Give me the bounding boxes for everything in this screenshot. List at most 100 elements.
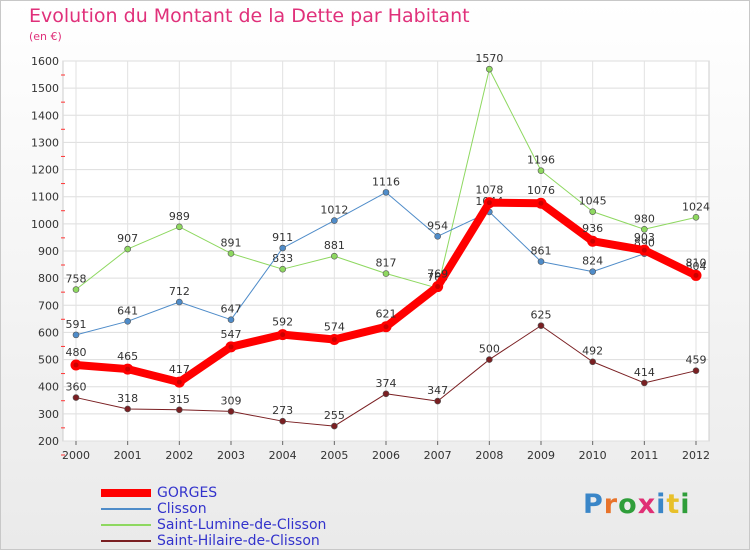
data-point-gorges [432,281,444,293]
data-label-clisson: 824 [582,255,603,268]
data-point-clisson [176,298,183,306]
data-point-clisson [434,233,441,240]
proxiti-logo: Proxiti [583,489,691,520]
x-tick-label: 2005 [320,449,348,462]
y-tick-label: 1100 [31,191,59,204]
data-label-saint-lumine-de-clisson: 980 [634,212,655,225]
x-tick-label: 2010 [579,449,607,462]
data-point-clisson [589,268,596,275]
y-tick-label: 1200 [31,164,59,177]
data-point-saint-hilaire-de-clisson [589,358,596,366]
legend-label: Saint-Lumine-de-Clisson [157,517,327,533]
data-label-gorges: 769 [427,268,448,281]
data-point-saint-hilaire-de-clisson [434,397,441,405]
y-tick-label: 1400 [31,109,59,122]
data-point-gorges [225,341,237,353]
data-point-gorges [535,197,547,209]
data-point-clisson [537,258,545,265]
data-point-gorges [638,244,650,256]
data-label-saint-hilaire-de-clisson: 360 [66,381,87,394]
y-tick-label: 1000 [31,218,59,231]
data-point-saint-lumine-de-clisson [72,286,80,293]
data-label-clisson: 1012 [320,204,348,217]
x-tick-label: 2012 [682,449,710,462]
legend-item-clisson: Clisson [101,501,326,517]
legend-item-saint-lumine-de-clisson: Saint-Lumine-de-Clisson [101,517,326,533]
data-point-saint-lumine-de-clisson [331,252,338,260]
data-point-saint-hilaire-de-clisson [176,406,183,414]
data-point-clisson [124,317,131,325]
data-point-clisson [382,189,390,196]
data-label-clisson: 911 [272,231,293,244]
data-label-saint-hilaire-de-clisson: 315 [169,393,190,406]
y-tick-label: 1600 [31,55,59,68]
data-label-saint-lumine-de-clisson: 891 [221,236,242,249]
data-label-saint-lumine-de-clisson: 817 [376,257,397,270]
data-point-saint-hilaire-de-clisson [537,322,545,329]
data-label-gorges: 1078 [475,184,503,197]
x-tick-label: 2011 [630,449,658,462]
legend-item-saint-hilaire-de-clisson: Saint-Hilaire-de-Clisson [101,533,326,549]
data-label-gorges: 936 [582,222,603,235]
data-label-saint-hilaire-de-clisson: 309 [221,394,242,407]
data-label-saint-hilaire-de-clisson: 273 [272,404,293,417]
y-tick-label: 900 [38,245,59,258]
data-label-gorges: 547 [221,328,242,341]
legend-swatch [101,524,151,526]
data-label-saint-lumine-de-clisson: 758 [66,273,87,286]
data-label-saint-hilaire-de-clisson: 625 [531,309,552,322]
data-point-saint-hilaire-de-clisson [72,394,80,401]
y-tick-label: 1300 [31,136,59,149]
y-tick-label: 600 [38,326,59,339]
data-label-saint-lumine-de-clisson: 1024 [682,200,710,213]
data-label-gorges: 592 [272,316,293,329]
data-point-saint-hilaire-de-clisson [641,379,648,387]
data-label-saint-lumine-de-clisson: 989 [169,210,190,223]
data-label-gorges: 417 [169,363,190,376]
data-point-saint-lumine-de-clisson [124,245,131,253]
x-tick-label: 2006 [372,449,400,462]
data-label-gorges: 1076 [527,184,555,197]
y-tick-label: 700 [38,299,59,312]
data-point-gorges [173,376,185,388]
legend-label: Saint-Hilaire-de-Clisson [157,533,320,549]
y-tick-label: 1500 [31,82,59,95]
data-point-gorges [380,321,392,333]
data-point-gorges [587,235,599,247]
y-tick-label: 800 [38,272,59,285]
x-tick-label: 2004 [269,449,297,462]
x-tick-label: 2008 [475,449,503,462]
data-label-saint-hilaire-de-clisson: 374 [376,377,397,390]
x-tick-label: 2003 [217,449,245,462]
data-label-clisson: 712 [169,285,190,298]
data-label-saint-hilaire-de-clisson: 492 [582,345,603,358]
data-label-saint-lumine-de-clisson: 1045 [579,195,607,208]
chart-legend: GORGES Clisson Saint-Lumine-de-Clisson Sain… [101,485,326,549]
data-label-gorges: 903 [634,231,655,244]
data-label-saint-hilaire-de-clisson: 414 [634,366,655,379]
data-point-saint-hilaire-de-clisson [692,367,700,375]
data-point-gorges [277,329,289,341]
data-point-gorges [483,197,495,209]
x-tick-label: 2007 [424,449,452,462]
legend-item-gorges: GORGES [101,485,326,501]
data-point-clisson [227,316,235,323]
x-tick-label: 2002 [165,449,193,462]
data-point-saint-hilaire-de-clisson [331,422,338,430]
legend-swatch [101,489,151,497]
data-point-saint-hilaire-de-clisson [486,356,493,363]
data-label-saint-hilaire-de-clisson: 500 [479,343,500,356]
data-point-saint-hilaire-de-clisson [124,405,131,413]
data-point-saint-hilaire-de-clisson [227,408,235,415]
data-point-saint-lumine-de-clisson [227,250,235,257]
data-label-clisson: 647 [221,303,242,316]
legend-swatch [101,540,151,542]
chart-unit-label: (en €) [29,30,62,43]
data-point-gorges [690,269,702,281]
data-point-saint-lumine-de-clisson [279,265,286,273]
data-point-saint-lumine-de-clisson [589,208,596,215]
data-label-saint-lumine-de-clisson: 1570 [475,52,503,65]
data-label-saint-hilaire-de-clisson: 318 [117,392,138,405]
data-point-saint-lumine-de-clisson [692,214,700,221]
